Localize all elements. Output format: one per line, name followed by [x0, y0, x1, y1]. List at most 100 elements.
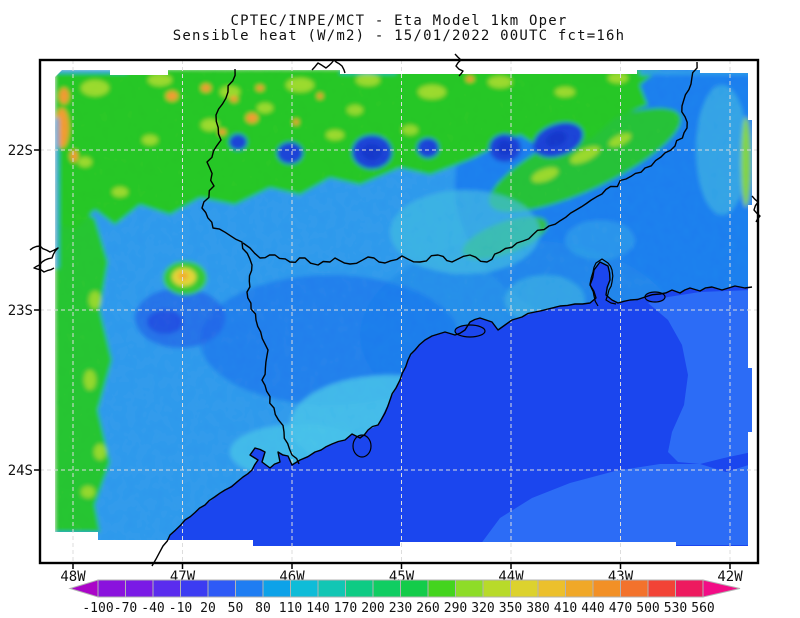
field-blob — [84, 370, 96, 390]
field-blob — [142, 135, 158, 145]
field-blob — [257, 103, 273, 113]
colorbar-level-label: 440 — [581, 601, 604, 616]
field-blob — [178, 272, 188, 280]
colorbar-level-label: -40 — [141, 601, 164, 616]
sensible-heat-field-land — [55, 70, 752, 546]
field-blob — [418, 85, 446, 99]
colorbar-level-label: 380 — [526, 601, 549, 616]
x-axis-label: 48W — [60, 569, 86, 585]
field-blob — [545, 131, 567, 147]
field-blob — [59, 88, 69, 104]
colorbar-level-label: 500 — [636, 601, 659, 616]
colorbar-segment — [97, 579, 126, 598]
colorbar-segment — [207, 579, 236, 598]
field-blob — [390, 190, 540, 274]
colorbar-level-label: 20 — [200, 601, 216, 616]
colorbar-segment — [620, 579, 649, 598]
colorbar-level-label: 200 — [361, 601, 384, 616]
field-blob — [70, 150, 78, 162]
sensible-heat-field-ocean — [163, 262, 752, 546]
colorbar-level-label: 230 — [389, 601, 412, 616]
colorbar-level-label: 350 — [499, 601, 522, 616]
field-blob — [608, 73, 628, 83]
field-blob — [565, 220, 635, 260]
colorbar-segment — [647, 579, 676, 598]
field-blob — [166, 91, 178, 101]
colorbar-segment — [290, 579, 319, 598]
field-blob — [81, 486, 95, 498]
field-blob — [201, 119, 219, 131]
colorbar-segment — [592, 579, 621, 598]
field-blob — [497, 141, 513, 155]
lat-lon-gridlines — [41, 61, 757, 562]
ocean-light-patch — [480, 464, 752, 545]
colorbar-level-label: 260 — [416, 601, 439, 616]
field-blob — [286, 78, 314, 92]
y-axis-label: 23S — [8, 303, 33, 319]
state-border — [201, 68, 300, 465]
colorbar-segment — [372, 579, 401, 598]
chart-subtitle: Sensible heat (W/m2) - 15/01/2022 00UTC … — [173, 28, 626, 44]
colorbar-segment — [345, 579, 374, 598]
colorbar-level-label: 50 — [228, 601, 244, 616]
colorbar-arrow-high — [702, 579, 741, 598]
colorbar-level-label: 560 — [691, 601, 714, 616]
field-blob — [277, 142, 303, 164]
colorbar: -100 -70 -40 -10 20 50 80 110 140 170 200 230 260 290… — [68, 579, 741, 616]
island-outline — [352, 434, 372, 458]
colorbar-level-label: 530 — [664, 601, 687, 616]
field-blob — [356, 74, 380, 86]
colorbar-segment — [565, 579, 594, 598]
colorbar-level-label: -70 — [114, 601, 137, 616]
colorbar-segment — [262, 579, 291, 598]
field-blob — [402, 125, 418, 135]
colorbar-level-label: 140 — [306, 601, 329, 616]
colorbar-level-label: 110 — [279, 601, 302, 616]
colorbar-level-label: 410 — [554, 601, 577, 616]
map-frame — [38, 58, 760, 565]
colorbar-segment — [510, 579, 539, 598]
coastline — [151, 261, 753, 567]
field-blob — [326, 130, 344, 140]
field-blob — [570, 146, 600, 164]
field-blob — [229, 134, 247, 150]
field-blob — [94, 444, 106, 460]
colorbar-segment — [537, 579, 566, 598]
colorbar-level-label: 320 — [471, 601, 494, 616]
colorbar-segment — [427, 579, 456, 598]
field-blob — [81, 80, 109, 96]
field-blob — [89, 291, 101, 309]
field-blob — [741, 117, 751, 207]
field-blob — [147, 310, 183, 334]
colorbar-level-label: -10 — [169, 601, 192, 616]
field-blob — [362, 144, 382, 160]
ocean-light-patch — [648, 290, 752, 464]
colorbar-level-label: 470 — [609, 601, 632, 616]
colorbar-segment — [675, 579, 704, 598]
field-blob — [555, 87, 575, 97]
colorbar-segment — [152, 579, 181, 598]
field-blob — [531, 167, 559, 183]
colorbar-segment — [235, 579, 264, 598]
field-blob — [640, 70, 752, 75]
boundary-squiggle — [29, 245, 59, 273]
field-blob — [218, 129, 226, 135]
field-blob — [55, 70, 127, 73]
colorbar-segment — [125, 579, 154, 598]
island-outline — [454, 324, 486, 338]
field-blob — [466, 76, 474, 82]
colorbar-level-label: 170 — [334, 601, 357, 616]
colorbar-segment — [317, 579, 346, 598]
colorbar-level-label: 80 — [255, 601, 271, 616]
x-axis-label: 42W — [717, 569, 743, 585]
boundary-squiggle — [311, 59, 346, 74]
colorbar-segment — [400, 579, 429, 598]
boundary-squiggle — [454, 53, 464, 77]
colorbar-segment — [455, 579, 484, 598]
field-blob — [293, 119, 299, 125]
field-blob — [148, 74, 172, 86]
colorbar-segment — [482, 579, 511, 598]
field-blob — [417, 138, 439, 158]
